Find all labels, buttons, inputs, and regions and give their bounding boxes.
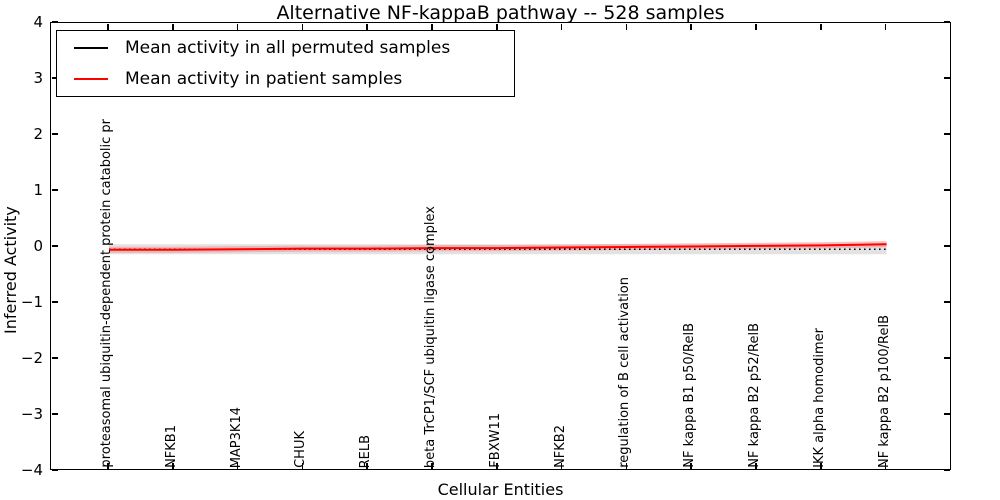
y-tick-mark-left (51, 133, 58, 135)
x-tick-mark-top (496, 23, 498, 30)
y-tick-mark-left (51, 301, 58, 303)
y-tick-mark-left (51, 357, 58, 359)
chart-title: Alternative NF-kappaB pathway -- 528 sam… (276, 2, 725, 24)
y-tick-mark-right (943, 245, 950, 247)
x-tick-label: FBXW11 (487, 413, 503, 468)
y-tick-label: −1 (20, 293, 43, 311)
x-tick-label: regulation of B cell activation (617, 277, 633, 468)
x-tick-mark-top (690, 23, 692, 30)
x-tick-label: NF kappa B2 p100/RelB (876, 315, 892, 468)
x-tick-mark-top (366, 23, 368, 30)
x-tick-label: MAP3K14 (228, 406, 244, 468)
x-axis-label: Cellular Entities (437, 480, 564, 499)
y-tick-mark-left (51, 21, 58, 23)
legend-label-patient: Mean activity in patient samples (125, 69, 403, 89)
x-tick-mark-top (107, 23, 109, 30)
x-tick-mark-top (820, 23, 822, 30)
x-tick-mark-bottom (755, 462, 757, 469)
x-tick-mark-bottom (625, 462, 628, 469)
y-tick-label: 4 (33, 13, 43, 31)
y-tick-mark-left (51, 413, 58, 415)
x-tick-mark-bottom (172, 462, 174, 469)
y-tick-label: −4 (20, 461, 43, 479)
y-tick-mark-right (943, 413, 950, 415)
y-tick-label: 0 (33, 237, 43, 255)
y-tick-mark-right (943, 77, 950, 79)
x-tick-mark-top (236, 23, 239, 30)
x-tick-mark-top (884, 23, 887, 30)
x-tick-mark-bottom (366, 462, 368, 469)
x-tick-mark-bottom (496, 462, 498, 469)
y-tick-mark-right (943, 469, 950, 471)
patient-mean-line (109, 243, 887, 251)
y-tick-mark-right (943, 133, 950, 135)
y-tick-mark-left (51, 77, 58, 79)
x-tick-mark-bottom (107, 462, 109, 469)
y-tick-label: −2 (20, 349, 43, 367)
x-tick-mark-top (755, 23, 757, 30)
x-tick-label: NF kappa B2 p52/RelB (747, 323, 762, 468)
y-tick-mark-right (943, 21, 950, 23)
legend-label-permuted: Mean activity in all permuted samples (125, 38, 451, 58)
y-tick-label: −3 (20, 405, 43, 423)
x-tick-mark-bottom (431, 462, 433, 469)
y-tick-mark-left (51, 469, 58, 471)
legend-item-permuted: Mean activity in all permuted samples (57, 33, 514, 64)
x-tick-mark-bottom (820, 462, 822, 469)
patient-line-swatch (74, 78, 108, 80)
x-tick-mark-bottom (301, 462, 304, 469)
x-tick-mark-bottom (690, 462, 692, 469)
y-tick-mark-left (51, 245, 58, 247)
y-tick-label: 2 (33, 125, 43, 143)
y-tick-mark-right (943, 357, 950, 359)
x-tick-label: IKK alpha homodimer (811, 328, 827, 468)
x-tick-mark-bottom (560, 462, 563, 469)
data-layer (109, 241, 887, 255)
y-tick-mark-right (943, 301, 950, 303)
y-tick-mark-right (943, 189, 950, 191)
x-tick-mark-top (431, 23, 433, 30)
x-tick-mark-bottom (236, 462, 239, 469)
x-tick-mark-top (625, 23, 628, 30)
y-tick-label: 1 (33, 181, 43, 199)
y-tick-mark-left (51, 189, 58, 191)
x-tick-mark-top (560, 23, 563, 30)
std-band (109, 241, 887, 253)
permuted-line-swatch (74, 47, 108, 49)
x-tick-label: NF kappa B1 p50/RelB (682, 323, 698, 468)
x-tick-mark-bottom (884, 462, 887, 469)
x-tick-mark-top (172, 23, 174, 30)
legend: Mean activity in all permuted samples Me… (56, 30, 515, 97)
y-tick-label: 3 (33, 69, 43, 87)
x-tick-mark-top (301, 23, 304, 30)
x-tick-label: beta TrCP1/SCF ubiquitin ligase complex (423, 205, 438, 468)
legend-item-patient: Mean activity in patient samples (57, 64, 514, 95)
x-tick-label: proteasomal ubiquitin-dependent protein … (99, 119, 114, 468)
